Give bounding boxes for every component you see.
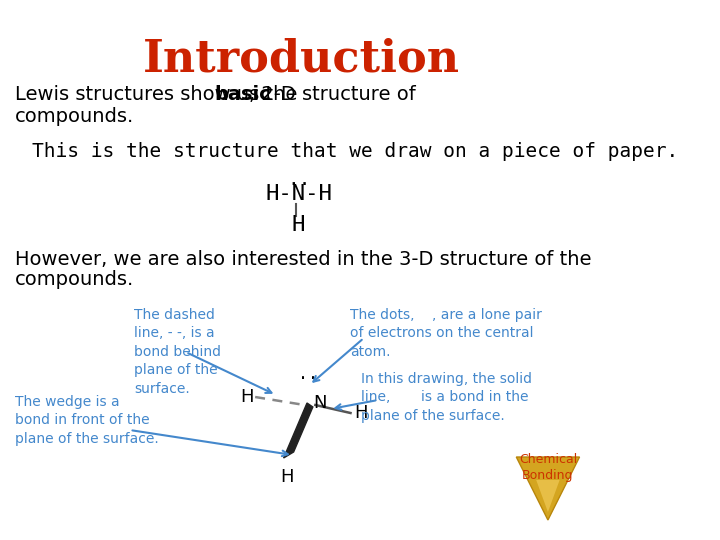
Text: , 2-D structure of: , 2-D structure of (249, 85, 416, 104)
Text: Chemical
Bonding: Chemical Bonding (519, 453, 577, 482)
Text: However, we are also interested in the 3-D structure of the: However, we are also interested in the 3… (15, 250, 592, 269)
Text: The dashed
line, - -, is a
bond behind
plane of the
surface.: The dashed line, - -, is a bond behind p… (134, 308, 221, 396)
Text: compounds.: compounds. (15, 107, 135, 126)
Text: This is the structure that we draw on a piece of paper.: This is the structure that we draw on a … (32, 142, 678, 161)
Text: Introduction: Introduction (143, 38, 459, 81)
Text: H-N-H: H-N-H (265, 184, 332, 204)
Text: basic: basic (214, 85, 271, 104)
Polygon shape (284, 403, 313, 458)
Text: H: H (280, 468, 294, 486)
Text: N: N (313, 394, 326, 412)
Text: H: H (240, 388, 253, 406)
Text: Lewis structures show us the: Lewis structures show us the (15, 85, 304, 104)
Text: ..: .. (287, 170, 310, 189)
Text: H: H (354, 404, 367, 422)
Text: H: H (292, 215, 305, 235)
Text: compounds.: compounds. (15, 270, 135, 289)
Text: ..: .. (298, 365, 318, 383)
Polygon shape (516, 457, 580, 520)
Text: The wedge is a
bond in front of the
plane of the surface.: The wedge is a bond in front of the plan… (15, 395, 159, 446)
Text: In this drawing, the solid
line,       is a bond in the
plane of the surface.: In this drawing, the solid line, is a bo… (361, 372, 532, 423)
Polygon shape (536, 480, 559, 512)
Text: The dots,    , are a lone pair
of electrons on the central
atom.: The dots, , are a lone pair of electrons… (350, 308, 541, 359)
